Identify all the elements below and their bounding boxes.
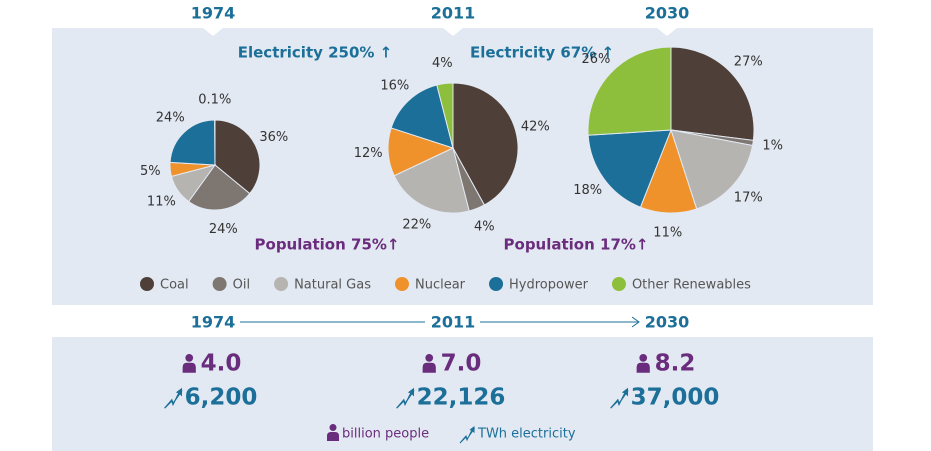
slice-label: 18% bbox=[573, 183, 602, 198]
slice-label: 4% bbox=[474, 220, 495, 235]
chart-title: 1974 bbox=[191, 4, 236, 23]
slice-label: 0.1% bbox=[198, 93, 231, 108]
bolt-icon bbox=[459, 426, 476, 444]
legend-swatch bbox=[611, 277, 626, 291]
electricity-value: 22,126 bbox=[417, 385, 506, 411]
slice-label: 12% bbox=[354, 146, 383, 161]
electricity-note: Electricity 67% ↑ bbox=[470, 44, 614, 62]
legend-swatch bbox=[394, 277, 409, 291]
pie-slice bbox=[452, 82, 519, 206]
icon-head bbox=[425, 354, 434, 362]
bolt-icon bbox=[396, 387, 415, 409]
person-icon bbox=[182, 354, 196, 373]
pie-slice bbox=[587, 129, 672, 208]
person-icon bbox=[327, 424, 339, 441]
slice-label: 1% bbox=[762, 139, 783, 154]
slice-label: 17% bbox=[734, 191, 763, 206]
slice-label: 26% bbox=[581, 52, 610, 67]
timeline-year: 2011 bbox=[431, 313, 476, 332]
icon-head bbox=[639, 354, 648, 362]
population-value: 8.2 bbox=[655, 351, 696, 377]
icon-body bbox=[327, 432, 339, 441]
pie-slice bbox=[670, 129, 754, 210]
timeline-year: 2030 bbox=[645, 313, 690, 332]
electricity-value: 6,200 bbox=[185, 385, 258, 411]
slice-label: 27% bbox=[734, 54, 763, 69]
icon-body bbox=[422, 362, 436, 373]
pie-slice bbox=[436, 82, 454, 149]
pie-slice bbox=[390, 84, 454, 149]
slice-label: 24% bbox=[209, 222, 238, 237]
chart-title: 2011 bbox=[431, 4, 476, 23]
slice-label: 16% bbox=[380, 79, 409, 94]
electricity-unit: TWh electricity bbox=[477, 427, 576, 442]
bolt-icon bbox=[610, 387, 629, 409]
legend-label: Oil bbox=[233, 278, 250, 293]
legend-label: Hydropower bbox=[509, 278, 589, 293]
slice-label: 36% bbox=[259, 130, 288, 145]
population-value: 4.0 bbox=[201, 351, 242, 377]
person-icon bbox=[636, 354, 650, 373]
pie-slice bbox=[169, 119, 216, 166]
population-value: 7.0 bbox=[441, 351, 482, 377]
person-icon bbox=[422, 354, 436, 373]
slice-label: 24% bbox=[156, 110, 185, 125]
legend-label: Other Renewables bbox=[632, 278, 751, 293]
timeline-year: 1974 bbox=[191, 313, 236, 332]
legend-swatch bbox=[212, 277, 227, 291]
legend-swatch bbox=[274, 277, 289, 291]
slice-label: 11% bbox=[147, 194, 176, 209]
legend-swatch bbox=[140, 277, 154, 291]
icon-body bbox=[182, 362, 196, 373]
slice-label: 42% bbox=[521, 119, 550, 134]
slice-label: 5% bbox=[140, 164, 161, 179]
slice-label: 11% bbox=[653, 225, 682, 240]
slice-label: 4% bbox=[432, 56, 453, 71]
electricity-note: Electricity 250% ↑ bbox=[238, 44, 393, 62]
icon-head bbox=[329, 424, 337, 431]
legend-label: Coal bbox=[160, 278, 189, 293]
pie-slice bbox=[587, 46, 672, 136]
legend-label: Natural Gas bbox=[294, 278, 371, 293]
pie-slice bbox=[214, 119, 261, 195]
electricity-value: 37,000 bbox=[631, 385, 720, 411]
pie-slice bbox=[670, 46, 755, 141]
chart-title: 2030 bbox=[645, 4, 690, 23]
icon-head bbox=[185, 354, 194, 362]
pie-slice bbox=[187, 164, 251, 211]
slice-label: 22% bbox=[402, 217, 431, 232]
legend-label: Nuclear bbox=[415, 278, 466, 293]
population-note: Population 75%↑ bbox=[255, 236, 400, 254]
icon-body bbox=[636, 362, 650, 373]
pie-slice bbox=[393, 147, 470, 214]
population-note: Population 17%↑ bbox=[504, 236, 649, 254]
legend-swatch bbox=[489, 277, 504, 291]
timeline-arrow bbox=[631, 316, 640, 328]
bolt-icon bbox=[164, 387, 183, 409]
population-unit: billion people bbox=[342, 427, 429, 442]
